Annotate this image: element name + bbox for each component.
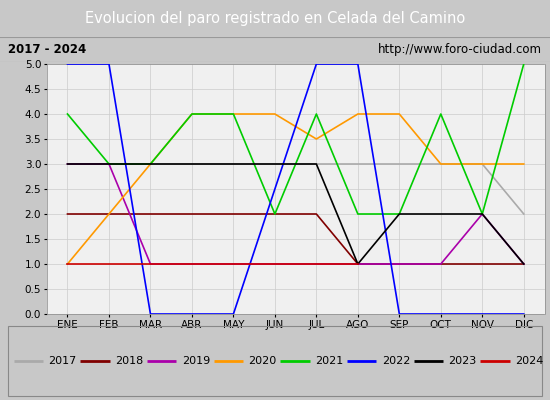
Text: 2017: 2017 [48, 356, 76, 366]
Text: 2021: 2021 [315, 356, 343, 366]
Text: 2018: 2018 [115, 356, 143, 366]
Text: 2022: 2022 [382, 356, 410, 366]
Text: Evolucion del paro registrado en Celada del Camino: Evolucion del paro registrado en Celada … [85, 12, 465, 26]
Text: 2024: 2024 [515, 356, 543, 366]
Text: 2020: 2020 [249, 356, 277, 366]
Text: 2019: 2019 [182, 356, 210, 366]
Text: 2017 - 2024: 2017 - 2024 [8, 43, 86, 56]
Text: http://www.foro-ciudad.com: http://www.foro-ciudad.com [378, 43, 542, 56]
Text: 2023: 2023 [448, 356, 477, 366]
